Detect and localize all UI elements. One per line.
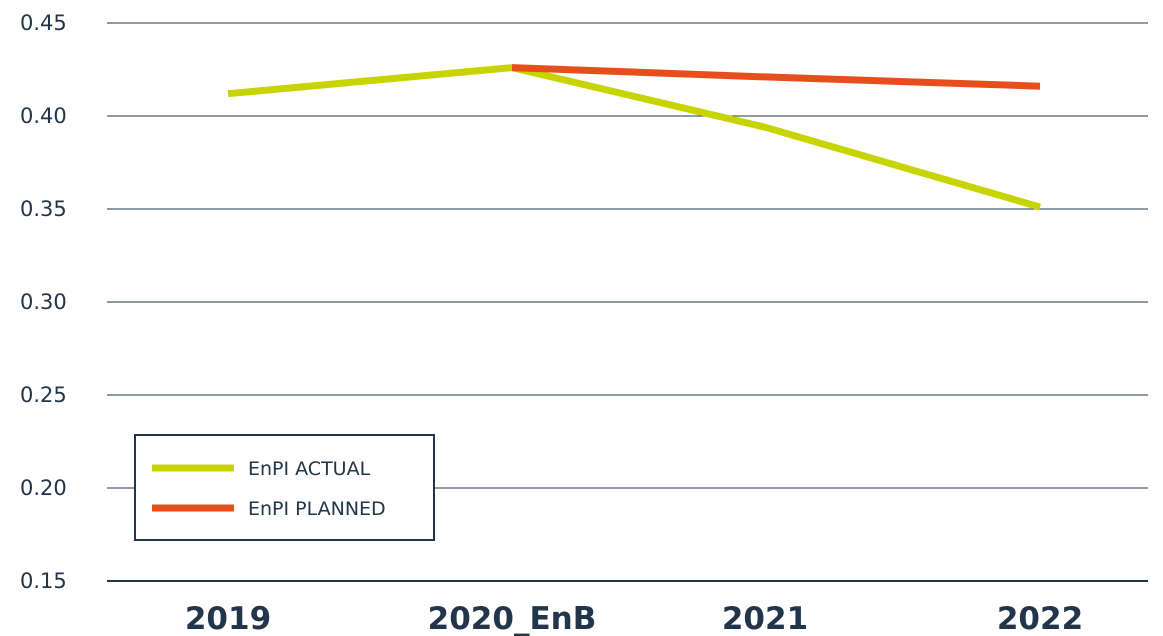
x-tick-label: 2022 [997, 601, 1083, 636]
legend-box [134, 434, 435, 541]
series-lines [227, 64, 1041, 211]
series-line-planned [511, 64, 1041, 90]
y-tick-label: 0.20 [20, 476, 67, 500]
x-tick-label: 2020_EnB [428, 601, 597, 636]
y-tick-label: 0.40 [20, 104, 67, 128]
y-axis-ticks: 0.15 0.20 0.25 0.30 0.35 0.40 0.45 [20, 11, 67, 593]
legend: EnPI ACTUAL EnPI PLANNED [134, 434, 435, 541]
x-tick-label: 2021 [722, 601, 808, 636]
x-tick-label: 2019 [185, 601, 271, 636]
y-tick-label: 0.30 [20, 290, 67, 314]
y-tick-label: 0.25 [20, 383, 67, 407]
y-tick-label: 0.15 [20, 569, 67, 593]
legend-label: EnPI ACTUAL [248, 458, 371, 480]
x-axis-ticks: 2019 2020_EnB 2021 2022 [185, 601, 1083, 636]
series-line-actual [227, 64, 1041, 211]
legend-label: EnPI PLANNED [248, 498, 386, 520]
y-tick-label: 0.45 [20, 11, 67, 35]
y-tick-label: 0.35 [20, 197, 67, 221]
